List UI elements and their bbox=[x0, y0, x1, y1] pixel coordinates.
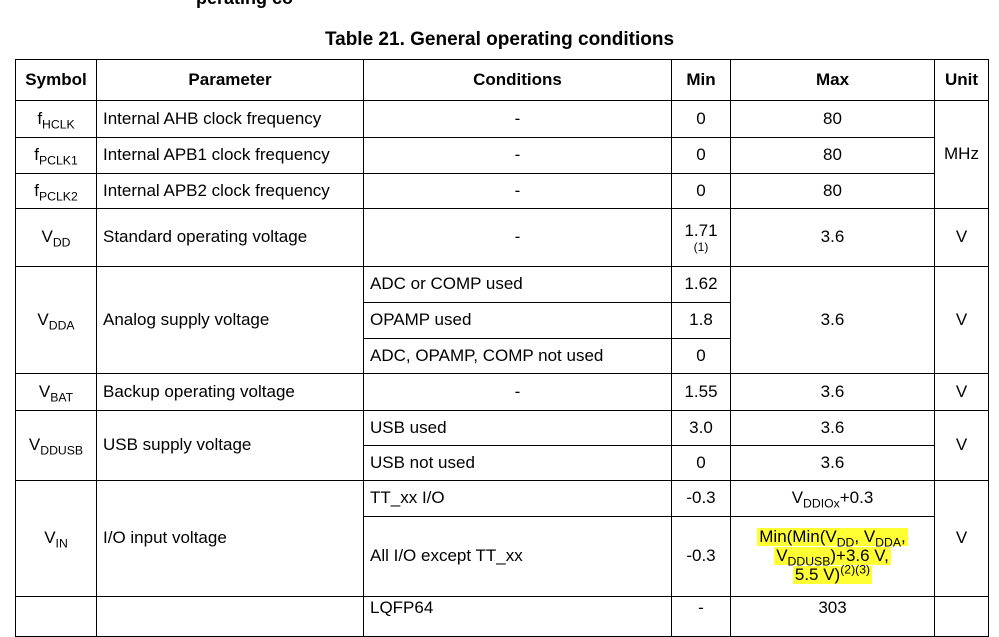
min-cell: 0 bbox=[671, 445, 731, 481]
symbol-cell bbox=[15, 596, 97, 637]
symbol-cell: VIN bbox=[15, 480, 97, 597]
min-cell: - bbox=[671, 596, 731, 637]
max-cell: VDDIOx+0.3 bbox=[730, 480, 935, 517]
table-row: VBAT Backup operating voltage - 1.55 3.6… bbox=[15, 373, 989, 411]
table-row: VDDA Analog supply voltage ADC or COMP u… bbox=[15, 266, 989, 374]
table-row: OPAMP used 1.8 bbox=[16, 302, 989, 339]
table-row: All I/O except TT_xx -0.3 Min(Min(VDD, V… bbox=[16, 516, 989, 597]
symbol-cell: fHCLK bbox=[15, 100, 97, 138]
header-max: Max bbox=[730, 59, 935, 101]
min-cell: 1.62 bbox=[671, 266, 731, 303]
table-row: fHCLK Internal AHB clock frequency - 0 8… bbox=[15, 100, 989, 209]
symbol-cell: fPCLK1 bbox=[15, 137, 97, 174]
header-conditions: Conditions bbox=[363, 59, 672, 101]
parameter-cell: Standard operating voltage bbox=[96, 208, 364, 267]
min-cell: 1.55 bbox=[671, 373, 731, 411]
min-cell: -0.3 bbox=[671, 516, 731, 597]
section-heading-fragment: perating co bbox=[196, 0, 293, 9]
table-row: LQFP64 - 303 bbox=[15, 596, 989, 637]
parameter-cell: Backup operating voltage bbox=[96, 373, 364, 411]
conditions-cell: - bbox=[363, 100, 672, 138]
max-cell: 3.6 bbox=[730, 266, 935, 374]
conditions-cell: ADC or COMP used bbox=[363, 266, 672, 303]
parameter-cell: Internal APB2 clock frequency bbox=[96, 173, 364, 209]
parameter-cell: USB supply voltage bbox=[96, 410, 364, 481]
footnote-ref: (1) bbox=[693, 239, 709, 254]
conditions-cell: All I/O except TT_xx bbox=[363, 516, 672, 597]
conditions-cell: USB not used bbox=[363, 445, 672, 481]
symbol-cell: VDDA bbox=[15, 266, 97, 374]
header-min: Min bbox=[671, 59, 731, 101]
conditions-cell: OPAMP used bbox=[363, 302, 672, 339]
conditions-cell: - bbox=[363, 373, 672, 411]
min-cell: 0 bbox=[671, 173, 731, 209]
table-row: VIN I/O input voltage TT_xx I/O -0.3 VDD… bbox=[15, 480, 989, 597]
max-cell: 80 bbox=[730, 137, 935, 174]
table-row: VDD Standard operating voltage - 1.71 (1)… bbox=[15, 208, 989, 267]
symbol-cell: VDD bbox=[15, 208, 97, 267]
min-cell: 0 bbox=[671, 338, 731, 374]
table-caption: Table 21. General operating conditions bbox=[324, 29, 675, 50]
max-cell: 3.6 bbox=[730, 208, 935, 267]
min-cell: 1.8 bbox=[671, 302, 731, 339]
symbol-cell: VBAT bbox=[15, 373, 97, 411]
parameter-cell: Internal AHB clock frequency bbox=[96, 100, 364, 138]
symbol-cell: fPCLK2 bbox=[15, 173, 97, 209]
max-cell: 303 bbox=[730, 596, 935, 637]
unit-cell: V bbox=[934, 480, 989, 597]
highlighted-formula: 5.5 V)(2)(3) bbox=[792, 562, 873, 584]
parameter-cell: I/O input voltage bbox=[96, 480, 364, 597]
conditions-cell: ADC, OPAMP, COMP not used bbox=[363, 338, 672, 374]
min-cell: 0 bbox=[671, 137, 731, 174]
unit-cell: V bbox=[934, 266, 989, 374]
operating-conditions-table: Symbol Parameter Conditions Min Max Unit… bbox=[15, 59, 989, 637]
conditions-cell: TT_xx I/O bbox=[363, 480, 672, 517]
unit-cell: V bbox=[934, 410, 989, 481]
unit-cell bbox=[934, 596, 989, 637]
symbol-cell: VDDUSB bbox=[15, 410, 97, 481]
parameter-cell bbox=[96, 596, 364, 637]
max-cell: 80 bbox=[730, 173, 935, 209]
conditions-cell: LQFP64 bbox=[363, 596, 672, 637]
highlighted-formula: VDDUSB)+3.6 V, bbox=[774, 546, 891, 569]
min-cell: 3.0 bbox=[671, 410, 731, 446]
parameter-cell: Internal APB1 clock frequency bbox=[96, 137, 364, 174]
conditions-cell: - bbox=[363, 137, 672, 174]
unit-cell: V bbox=[934, 208, 989, 267]
header-symbol: Symbol bbox=[15, 59, 97, 101]
header-unit: Unit bbox=[934, 59, 989, 101]
table-row: USB not used 0 3.6 bbox=[16, 445, 989, 481]
min-cell: 1.71 (1) bbox=[671, 208, 731, 267]
parameter-cell: Analog supply voltage bbox=[96, 266, 364, 374]
max-cell: 3.6 bbox=[730, 445, 935, 481]
table-row: fPCLK1 Internal APB1 clock frequency - 0… bbox=[15, 137, 989, 174]
min-cell: 0 bbox=[671, 100, 731, 138]
unit-cell: V bbox=[934, 373, 989, 411]
conditions-cell: - bbox=[363, 208, 672, 267]
table-row: fPCLK2 Internal APB2 clock frequency - 0… bbox=[15, 173, 989, 209]
max-cell-highlighted: Min(Min(VDD, VDDA, VDDUSB)+3.6 V, 5.5 V)… bbox=[730, 516, 935, 597]
highlighted-formula: Min(Min(VDD, VDDA, bbox=[757, 527, 908, 550]
table-header-row: Symbol Parameter Conditions Min Max Unit bbox=[15, 59, 989, 101]
header-parameter: Parameter bbox=[96, 59, 364, 101]
unit-cell: MHz bbox=[934, 100, 989, 209]
min-cell: -0.3 bbox=[671, 480, 731, 517]
table-row: VDDUSB USB supply voltage USB used 3.0 3… bbox=[15, 410, 989, 481]
conditions-cell: USB used bbox=[363, 410, 672, 446]
conditions-cell: - bbox=[363, 173, 672, 209]
max-cell: 3.6 bbox=[730, 410, 935, 446]
max-cell: 3.6 bbox=[730, 373, 935, 411]
max-cell: 80 bbox=[730, 100, 935, 138]
